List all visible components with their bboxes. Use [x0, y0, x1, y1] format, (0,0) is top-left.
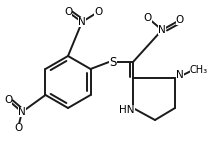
- Text: N: N: [176, 70, 184, 80]
- Text: N: N: [78, 17, 86, 27]
- Text: HN: HN: [119, 105, 135, 115]
- Text: O: O: [144, 13, 152, 23]
- Text: CH₃: CH₃: [190, 65, 208, 75]
- Text: O: O: [94, 7, 102, 17]
- Text: O: O: [4, 95, 12, 105]
- Text: N: N: [158, 25, 166, 35]
- Text: O: O: [14, 123, 22, 133]
- Text: N: N: [18, 107, 26, 117]
- Text: O: O: [64, 7, 72, 17]
- Text: S: S: [109, 56, 117, 69]
- Text: O: O: [176, 15, 184, 25]
